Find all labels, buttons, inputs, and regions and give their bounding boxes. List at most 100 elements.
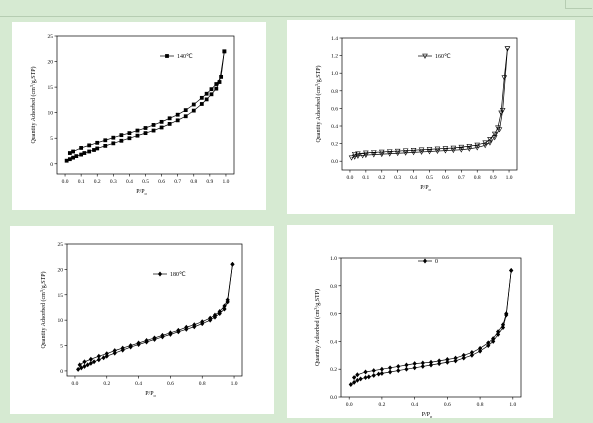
legend-label: 140℃ — [177, 54, 193, 60]
data-point — [379, 366, 384, 372]
data-point — [412, 365, 417, 371]
data-point — [371, 368, 376, 374]
y-axis-title-tail: /g,STP) — [315, 65, 322, 84]
x-tick-label: 0.6 — [158, 179, 165, 185]
data-point — [167, 116, 172, 121]
data-point — [396, 363, 401, 369]
x-axis-title-main: P/P — [145, 391, 154, 397]
legend-marker — [422, 258, 428, 264]
x-tick-label: 0.2 — [103, 381, 110, 387]
y-axis-title-tail: /g,STP) — [40, 271, 47, 290]
series-1 — [352, 268, 514, 381]
data-point — [386, 149, 393, 155]
x-axis-title: P/Po — [420, 185, 431, 192]
x-tick-label: 0.8 — [190, 179, 197, 185]
x-tick-label: 0.7 — [174, 179, 181, 185]
data-point — [151, 123, 156, 127]
data-point — [64, 158, 69, 163]
data-point — [67, 151, 72, 155]
y-tick-label: 0.6 — [331, 106, 338, 112]
y-tick-label: 1.0 — [330, 256, 337, 262]
data-point — [151, 128, 156, 133]
data-point — [453, 355, 458, 361]
y-tick-label: 10 — [58, 318, 64, 324]
x-tick-label: 1.0 — [506, 175, 513, 181]
y-axis: 0 5 10 15 20 25 — [58, 242, 67, 375]
legend-label: 160℃ — [435, 54, 451, 60]
data-point — [482, 143, 488, 149]
y-axis-title: Quantity Adsorbed (cm3/g,STP) — [313, 289, 321, 366]
data-point — [426, 147, 433, 153]
data-point — [191, 102, 196, 107]
data-point — [371, 372, 376, 378]
series-line — [351, 48, 508, 159]
data-point — [495, 125, 501, 131]
data-point — [442, 146, 449, 152]
x-tick-label: 0.6 — [167, 381, 174, 387]
data-point — [167, 122, 172, 126]
x-tick-label: 0.8 — [474, 175, 481, 181]
data-point — [351, 151, 358, 158]
x-axis: 0.0 0.2 0.4 0.6 0.8 1.0 — [346, 397, 517, 408]
data-point — [101, 355, 106, 361]
data-point — [402, 148, 409, 154]
data-point — [487, 140, 493, 146]
data-point — [428, 362, 434, 368]
data-point — [222, 306, 227, 312]
x-tick-label: 0.5 — [142, 179, 149, 185]
series-1 — [67, 49, 227, 155]
x-tick-label: 0.1 — [78, 179, 85, 185]
data-point — [491, 131, 498, 137]
x-axis-title-sub: o — [430, 414, 433, 419]
data-point — [82, 359, 87, 365]
legend: 180℃ — [153, 271, 186, 278]
data-point — [71, 149, 75, 154]
x-axis-title-main: P/P — [422, 412, 431, 418]
data-point — [67, 157, 72, 162]
chart-svg: 0.0 0.1 0.2 0.3 0.4 0.5 0.6 0.7 0.8 0.9 1.0 0 5 10 15 2… — [29, 34, 235, 196]
corner-frame — [565, 0, 592, 9]
x-tick-label: 0.4 — [410, 175, 417, 181]
data-point — [486, 343, 491, 349]
x-axis-title: P/Po — [145, 391, 156, 398]
data-point — [175, 112, 180, 117]
data-point — [363, 369, 368, 375]
y-axis-title: Quantity Adsorbed (cm3/g,STP) — [39, 271, 47, 348]
legend-marker — [157, 271, 163, 277]
y-tick-label: 1.4 — [331, 36, 338, 42]
data-point — [127, 131, 132, 136]
y-tick-label: 0.4 — [331, 124, 338, 130]
data-point — [491, 336, 496, 342]
plot-frame — [340, 257, 522, 398]
data-point — [217, 80, 222, 84]
x-tick-label: 0.9 — [490, 175, 497, 181]
series-1 — [77, 261, 235, 368]
data-point — [95, 146, 100, 151]
data-point — [404, 362, 409, 368]
data-point — [159, 125, 164, 130]
data-point — [352, 375, 357, 381]
series-1 — [351, 46, 511, 158]
y-axis: 0.0 0.2 0.4 0.6 0.8 1.0 1.2 1.4 — [331, 36, 342, 165]
data-point — [79, 152, 84, 157]
data-point — [209, 87, 214, 92]
data-point — [219, 74, 224, 79]
data-point — [437, 358, 442, 364]
data-point — [199, 95, 204, 100]
x-tick-label: 0.0 — [347, 175, 354, 181]
data-point — [348, 382, 353, 387]
data-point — [498, 110, 504, 116]
data-point — [191, 108, 196, 113]
x-tick-label: 0.0 — [72, 381, 79, 387]
x-tick-label: 0.2 — [378, 175, 385, 181]
data-point — [355, 372, 360, 378]
data-point — [478, 348, 483, 354]
data-point — [143, 131, 148, 136]
x-tick-label: 0.5 — [426, 175, 433, 181]
y-tick-label: 0.8 — [331, 89, 338, 95]
data-point — [183, 108, 188, 113]
data-point — [363, 375, 368, 381]
y-tick-label: 10 — [48, 111, 54, 117]
y-tick-label: 5 — [60, 344, 63, 350]
data-point — [88, 356, 93, 362]
